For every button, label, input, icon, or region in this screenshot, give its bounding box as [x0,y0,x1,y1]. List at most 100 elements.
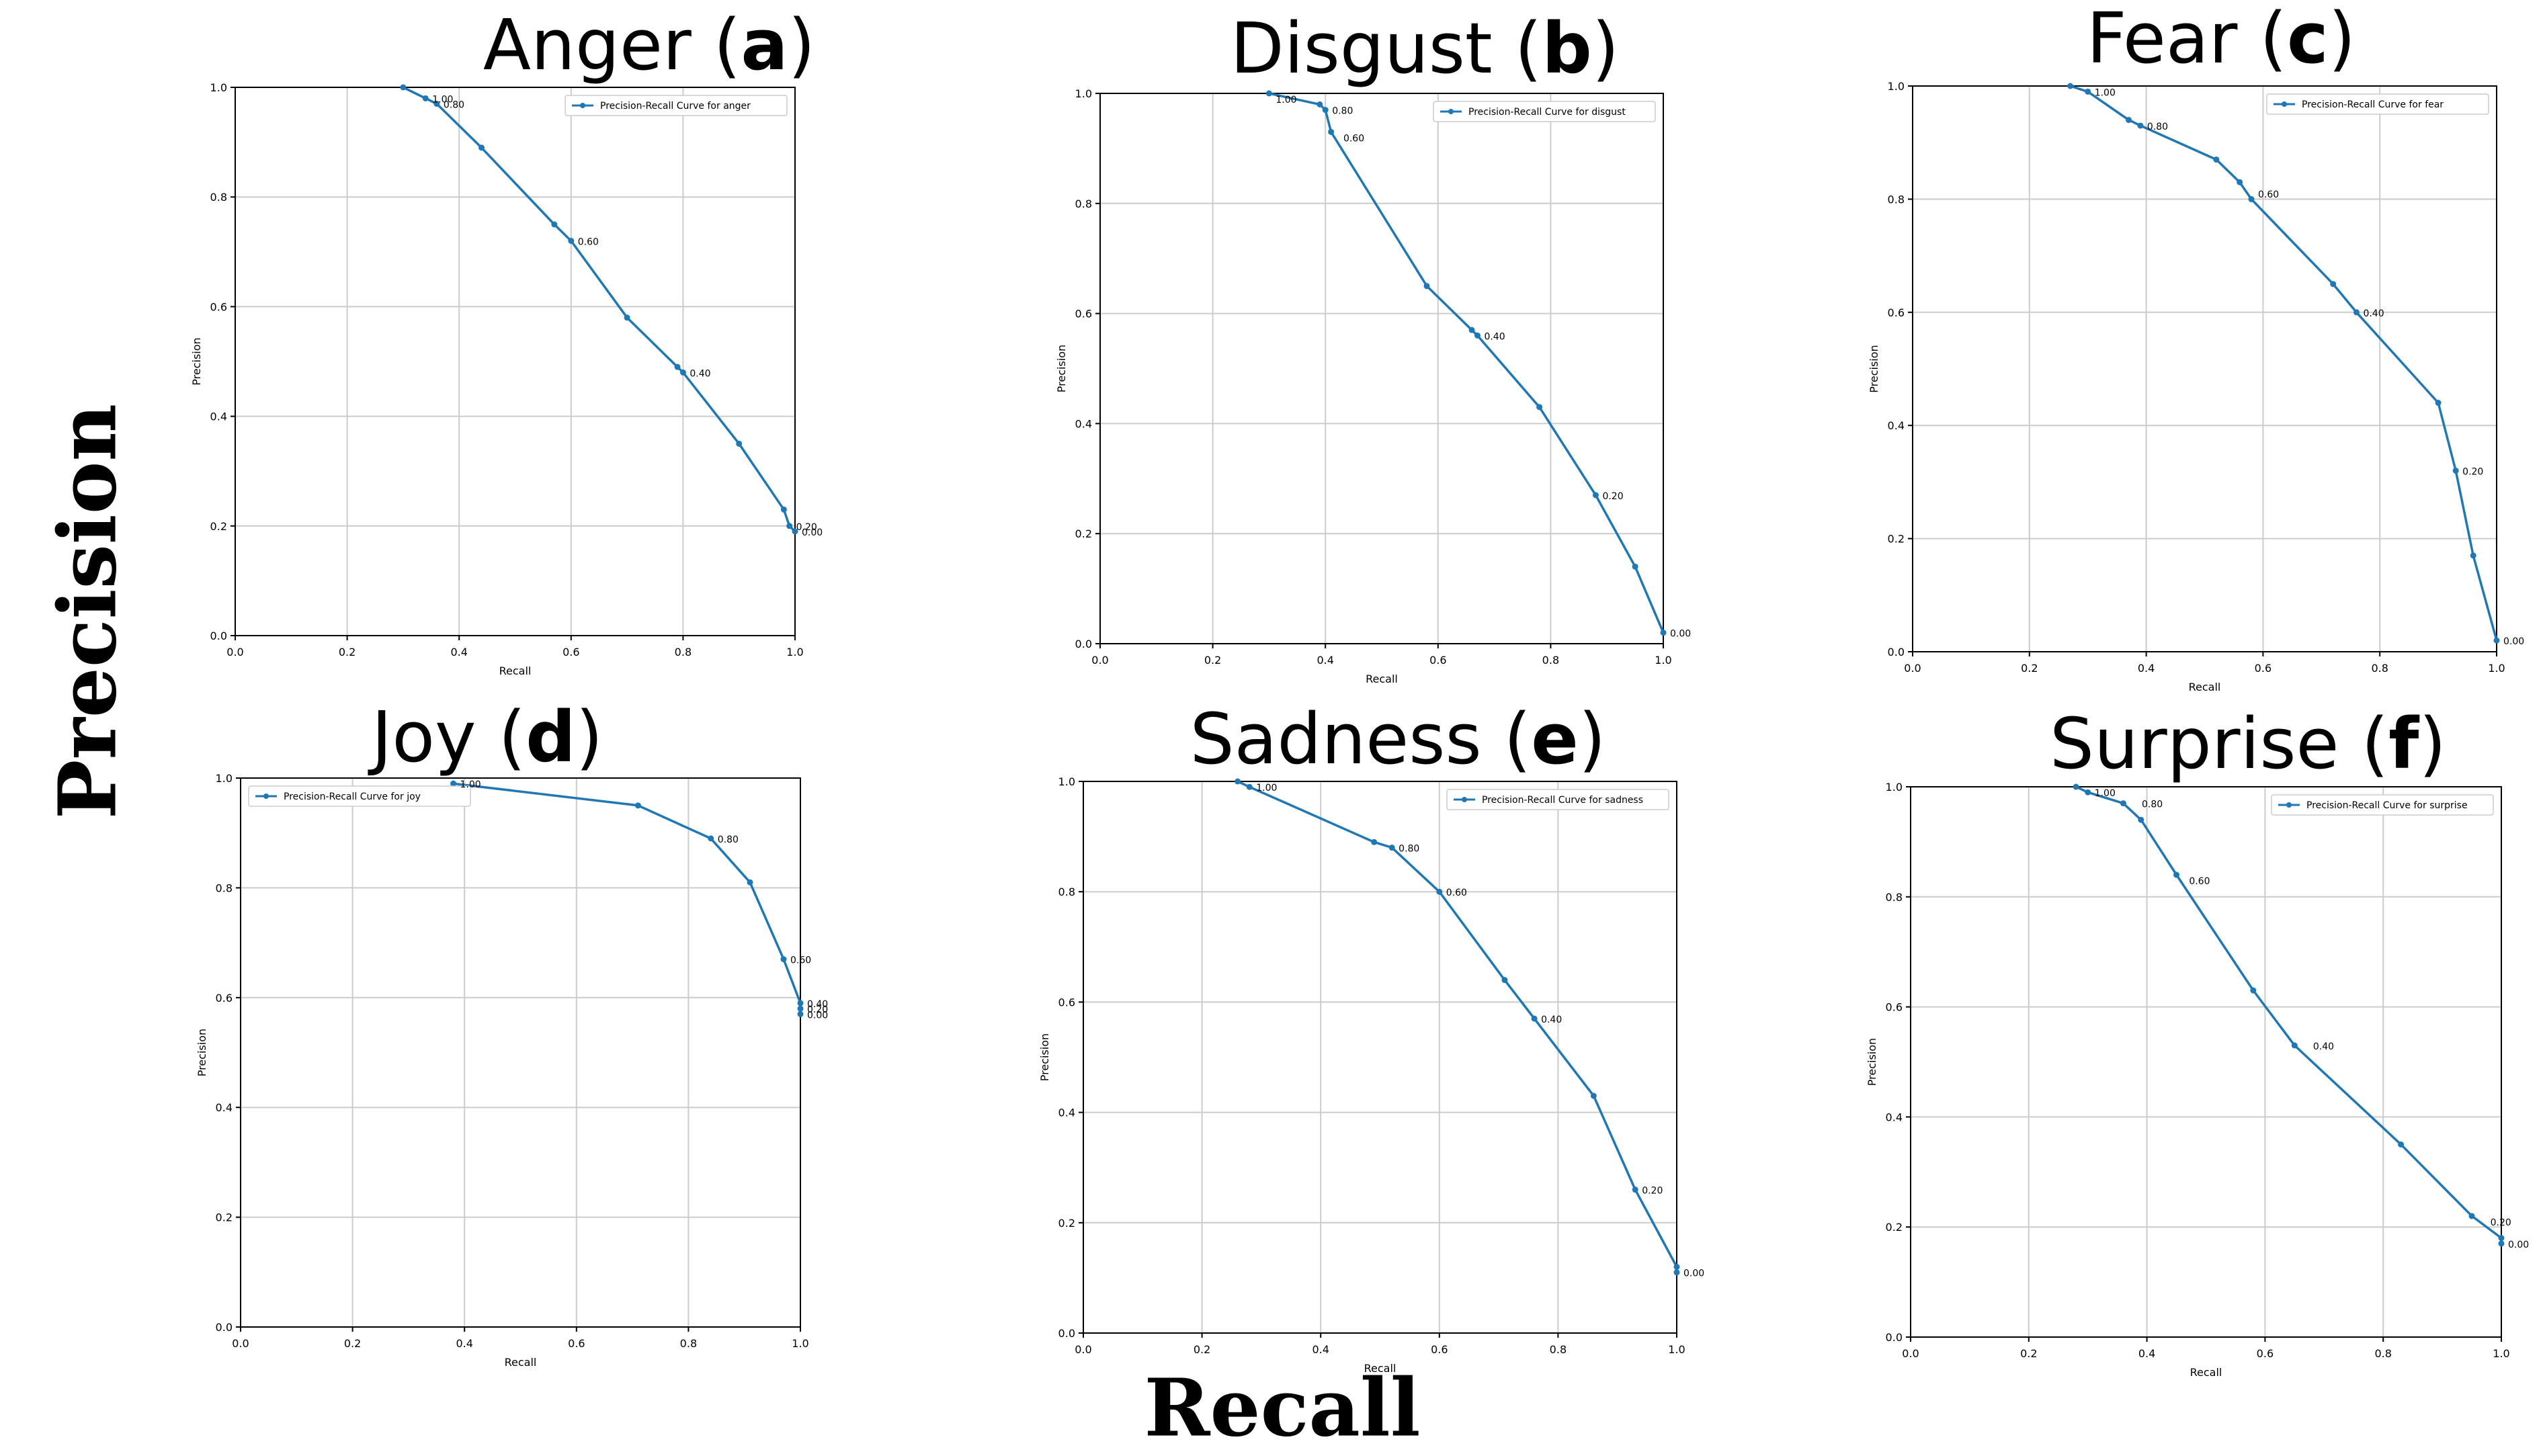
x-tick-label: 0.2 [339,646,356,658]
data-point [1388,845,1395,851]
data-point [2353,309,2360,316]
data-point [2120,800,2126,807]
legend-box [2271,794,2494,816]
data-point [2137,122,2144,129]
x-tick-label: 0.8 [680,1337,697,1350]
x-tick-label: 0.4 [2138,662,2155,675]
threshold-label: 1.00 [432,94,453,105]
data-point [2291,1042,2298,1049]
chart-title-name: Disgust ( [1231,7,1542,89]
y-tick-label: 0.2 [1058,1217,1075,1230]
data-point [1317,101,1323,108]
data-point [568,237,575,244]
threshold-label: 0.40 [2363,308,2384,319]
legend-marker [2286,802,2292,808]
y-tick-label: 0.4 [1888,419,1905,432]
data-point [2250,987,2257,994]
x-tick-label: 1.0 [2493,1347,2509,1360]
data-point [797,1000,804,1007]
y-axis-label: Precision [190,337,203,385]
data-point [2398,1141,2405,1148]
data-point [679,369,686,376]
plot-frame [240,777,801,1328]
y-axis-label: Precision [1868,345,1880,392]
legend-box [1446,789,1669,810]
data-point [1632,1187,1638,1193]
threshold-label: 0.60 [578,237,599,247]
threshold-label: 0.60 [2189,876,2210,887]
y-tick-label: 0.2 [1886,1221,1903,1234]
x-tick-label: 0.6 [2257,1347,2274,1360]
x-tick-label: 1.0 [1668,1343,1685,1356]
threshold-label: 0.20 [1602,491,1623,502]
threshold-label: 0.80 [2142,800,2163,810]
threshold-label: 0.00 [1670,629,1691,640]
y-tick-label: 0.8 [1058,886,1075,898]
y-tick-label: 1.0 [210,81,227,94]
data-point [2468,1213,2475,1219]
figure-x-label: Recall [1144,1361,1421,1455]
data-point [1468,327,1475,333]
x-tick-label: 0.8 [2371,662,2388,675]
threshold-label: 0.40 [1484,331,1505,342]
x-tick-label: 0.0 [1902,1347,1919,1360]
y-axis-label: Precision [1038,1033,1051,1081]
threshold-label: 0.80 [2147,122,2168,132]
data-point [1328,128,1335,135]
data-point [797,1011,804,1017]
y-tick-label: 0.4 [210,411,227,423]
data-point [2126,117,2132,124]
legend-box [565,95,788,116]
data-point [1590,1093,1597,1099]
data-point [1660,630,1667,636]
chart-title-name: Sadness ( [1190,698,1532,780]
y-tick-label: 0.0 [1075,638,1092,650]
threshold-label: 0.80 [1399,844,1419,855]
chart-title-letter: f [2388,703,2420,785]
x-tick-label: 0.8 [1542,654,1559,667]
y-tick-label: 0.0 [1888,646,1905,658]
data-point [2498,1235,2505,1242]
data-point [674,363,681,370]
threshold-label: 0.40 [807,999,828,1010]
data-point [2085,789,2091,796]
data-point [2213,156,2220,163]
legend-box [2266,93,2489,115]
threshold-label: 1.00 [1256,783,1277,794]
plot-frame [1912,85,2497,652]
data-point [1536,404,1543,411]
data-point [2138,816,2144,823]
legend-label: Precision-Recall Curve for surprise [2306,800,2468,811]
x-tick-label: 0.0 [1075,1343,1091,1356]
y-tick-label: 0.6 [210,300,227,313]
y-tick-label: 1.0 [1886,781,1903,794]
chart-title-letter: e [1531,698,1579,780]
threshold-label: 0.60 [1343,134,1364,144]
plot-frame [235,87,796,636]
threshold-label: 0.40 [2313,1041,2334,1052]
plot-frame [1083,781,1677,1334]
x-tick-label: 0.8 [675,646,692,658]
y-tick-label: 0.0 [1886,1331,1903,1344]
x-tick-label: 0.4 [1317,654,1333,667]
legend-label: Precision-Recall Curve for disgust [1468,107,1626,118]
data-point [780,506,787,513]
chart-title-close: ) [2329,0,2356,79]
y-tick-label: 0.2 [216,1211,233,1224]
data-point [450,780,457,787]
y-axis-label: Precision [1055,345,1068,392]
chart-title: Joy (d) [368,696,603,778]
data-point [797,1005,804,1012]
x-axis-label: Recall [505,1356,537,1369]
data-point [2067,83,2074,89]
x-tick-label: 0.0 [226,646,243,658]
chart-title-letter: c [2287,0,2329,79]
data-point [2248,196,2255,202]
data-point [2085,88,2091,95]
threshold-label: 0.60 [790,955,811,966]
y-tick-label: 0.8 [1886,891,1903,904]
x-tick-label: 0.2 [1204,654,1221,667]
x-axis-label: Recall [2189,681,2221,693]
y-tick-label: 0.6 [1888,306,1905,319]
